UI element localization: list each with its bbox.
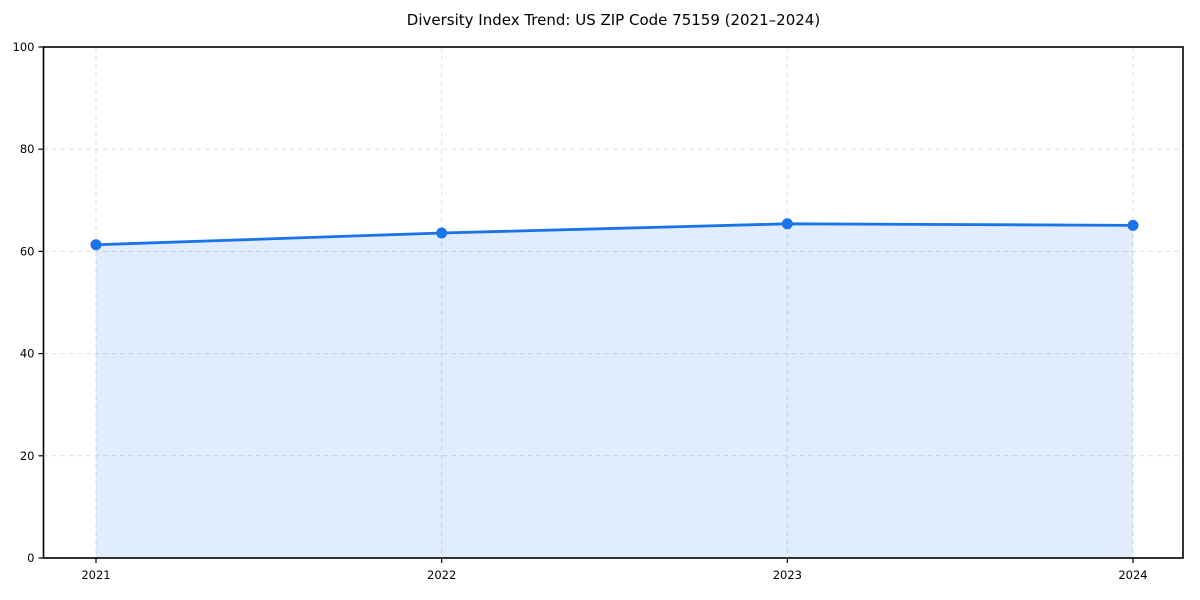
x-tick-label: 2023 [773,568,802,582]
data-point-2023 [781,218,793,230]
x-tick-label: 2021 [81,568,110,582]
y-tick-label: 0 [27,551,34,565]
y-tick-label: 40 [20,347,35,361]
trend-line [94,222,1135,247]
plot-border [42,46,1184,559]
x-tick-label: 2024 [1118,568,1147,582]
area-fill [96,223,1133,558]
y-tick-label: 80 [20,142,35,156]
chart-title: Diversity Index Trend: US ZIP Code 75159… [406,11,821,29]
y-tick-label: 100 [13,40,35,54]
y-tick-label: 60 [20,244,35,258]
x-tick-label: 2022 [427,568,456,582]
data-point-2021 [90,239,102,251]
data-point-2022 [436,227,448,239]
y-tick-label: 20 [20,449,35,463]
data-point-2024 [1127,219,1139,231]
